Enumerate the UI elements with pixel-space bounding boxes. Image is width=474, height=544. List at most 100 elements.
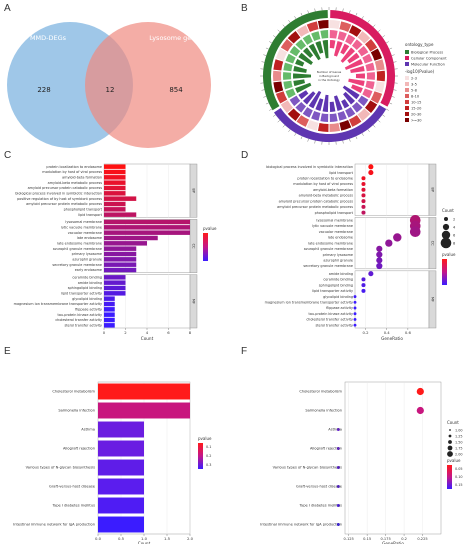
go-bar-chart: BP protein localization to endosomemodula… bbox=[14, 163, 217, 341]
legend-size-dot bbox=[442, 223, 450, 231]
circos-tick bbox=[361, 16, 364, 19]
circos-tick bbox=[391, 96, 395, 98]
circos-count-cell bbox=[329, 30, 338, 39]
data-bar bbox=[98, 440, 144, 457]
tick-label: 0.2 bbox=[401, 537, 407, 541]
circos-tick bbox=[367, 129, 370, 132]
facet-strip-label: MF bbox=[431, 297, 435, 302]
circos-inner-bar bbox=[340, 43, 350, 55]
term-label: protein localization to endosome bbox=[46, 165, 102, 169]
tick-label: 0.4 bbox=[384, 330, 391, 335]
circos-pvalue-cell bbox=[273, 70, 282, 82]
data-bar bbox=[98, 421, 144, 438]
data-bar bbox=[104, 169, 126, 175]
circos-count-cell bbox=[295, 101, 307, 113]
term-label: amyloid-beta formation bbox=[313, 188, 353, 192]
panel-label-d: D bbox=[241, 150, 248, 161]
data-bar bbox=[104, 207, 126, 212]
data-bar bbox=[104, 296, 115, 301]
go-dot-chart: BP biological process involved in symbiot… bbox=[265, 163, 456, 341]
tick-label: 1.0 bbox=[141, 536, 148, 541]
circos-legend-label: 10-15 bbox=[411, 101, 421, 105]
circos-tick bbox=[361, 133, 364, 136]
venn-diagram: MMD-DEGs Lysosome genes 228 12 854 bbox=[7, 22, 211, 148]
circos-inner-bar bbox=[340, 47, 356, 63]
circos-tick bbox=[349, 10, 351, 14]
term-label: azurophil granule bbox=[323, 258, 353, 262]
circos-count-cell bbox=[337, 31, 347, 41]
circos-legend-label: >=30 bbox=[411, 119, 422, 123]
category-label: Various types of N-glycan biosynthesis bbox=[26, 466, 96, 470]
circos-inner-bar bbox=[347, 52, 360, 64]
circos-tick bbox=[263, 96, 267, 98]
tick-label: 2.0 bbox=[187, 536, 194, 541]
data-point bbox=[353, 312, 357, 316]
legend-size-dot bbox=[444, 217, 448, 221]
category-label: Intestinal immune network for IgA produc… bbox=[13, 523, 95, 527]
circos-legend-swatch bbox=[405, 94, 409, 98]
tick-label: 6 bbox=[167, 330, 170, 335]
tick-label: 0.6 bbox=[405, 330, 412, 335]
circos-tick bbox=[307, 138, 309, 142]
circos-outer-segment bbox=[273, 104, 387, 142]
circos-tick bbox=[288, 129, 291, 132]
circos-tick bbox=[294, 133, 297, 136]
category-label: Type I diabetes mellitus bbox=[52, 504, 96, 508]
data-point bbox=[368, 164, 374, 170]
circos-count-cell bbox=[302, 107, 313, 118]
circos-inner-bar bbox=[302, 91, 316, 105]
kegg-bar-chart: Cholesterol metabolism Salmonella infecti… bbox=[13, 381, 212, 544]
circos-inner-bar bbox=[293, 79, 306, 87]
data-bar bbox=[104, 280, 126, 285]
circos-tick bbox=[265, 102, 269, 105]
circos-count-cell bbox=[289, 95, 301, 107]
circos-pvalue-cell bbox=[357, 108, 371, 121]
circos-center-text: Number of Genes bbox=[317, 70, 342, 74]
legend-label: 0.15 bbox=[455, 483, 463, 487]
legend-title: pvalue bbox=[198, 436, 212, 441]
category-label: Asthma bbox=[81, 428, 95, 432]
circos-pvalue-cell bbox=[370, 91, 383, 104]
circos-count-cell bbox=[357, 95, 369, 107]
circos-count-cell bbox=[285, 88, 296, 99]
circos-tick bbox=[355, 12, 358, 16]
term-label: glycolipid binding bbox=[323, 295, 353, 299]
term-label: flippase activity bbox=[326, 306, 353, 310]
circos-count-cell bbox=[283, 72, 292, 80]
legend-size-dot bbox=[449, 429, 451, 431]
data-point bbox=[336, 466, 340, 469]
panel-label-a: A bbox=[4, 3, 11, 14]
facet-strip-label: CC bbox=[431, 241, 435, 247]
circos-count-cell bbox=[289, 45, 301, 57]
data-point bbox=[376, 257, 383, 264]
category-label: Salmonella infection bbox=[305, 409, 342, 413]
circos-count-cell bbox=[320, 30, 329, 39]
circos-tick bbox=[277, 29, 281, 32]
circos-outer-segment bbox=[330, 10, 395, 107]
facet-strip bbox=[189, 219, 198, 273]
term-label: vacuolar membrane bbox=[319, 230, 353, 234]
circos-tick bbox=[282, 124, 285, 128]
circos-tick bbox=[386, 41, 389, 44]
tick-label: 0.2 bbox=[363, 330, 370, 335]
circos-pvalue-cell bbox=[329, 123, 341, 132]
legend-label: 8 bbox=[453, 241, 456, 245]
circos-inner-bar bbox=[298, 90, 309, 100]
circos-center bbox=[311, 58, 347, 94]
facet-strip bbox=[428, 163, 437, 216]
circos-inner-bar bbox=[295, 82, 312, 94]
circos-tick bbox=[277, 120, 281, 123]
circos-legend-label: 2-3 bbox=[411, 77, 417, 81]
circos-inner-bar bbox=[329, 40, 336, 49]
circos-inner-bar bbox=[343, 91, 356, 105]
data-point bbox=[336, 485, 340, 488]
circos-tick bbox=[294, 16, 297, 19]
data-point bbox=[361, 182, 366, 186]
data-point bbox=[416, 387, 424, 396]
term-label: azurophil granule membrane bbox=[304, 247, 353, 251]
data-bar bbox=[104, 201, 126, 207]
plot-area bbox=[344, 381, 442, 535]
term-label: late endosome membrane bbox=[308, 241, 353, 245]
term-label: early endosome bbox=[75, 268, 102, 272]
data-point bbox=[376, 251, 383, 258]
